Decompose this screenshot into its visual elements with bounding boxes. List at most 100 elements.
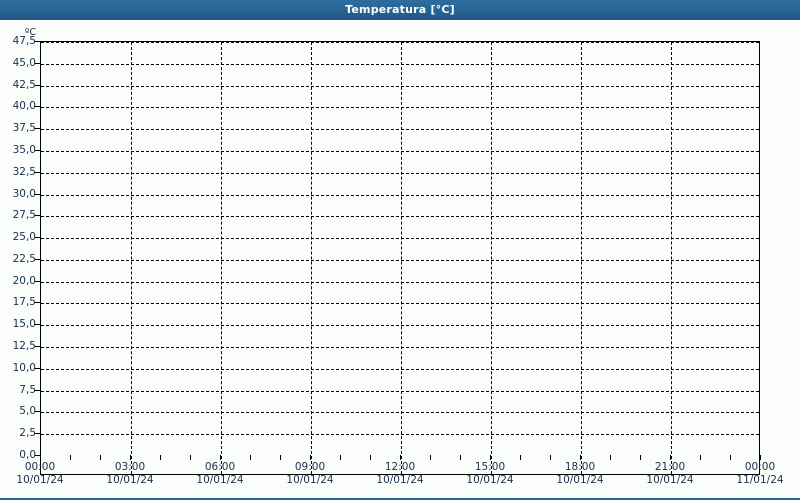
- y-axis-tick: [35, 84, 40, 86]
- horizontal-gridline: [41, 281, 759, 283]
- vertical-gridline: [401, 42, 402, 474]
- y-axis-tick: [35, 346, 40, 348]
- y-axis-tick-label: 37,5: [12, 122, 36, 135]
- x-axis-tick-label: 15:00 10/01/24: [445, 461, 535, 487]
- y-axis-tick-label: 10,0: [12, 361, 36, 374]
- y-axis-tick: [35, 280, 40, 282]
- y-axis-tick: [35, 237, 40, 239]
- x-axis-tick: [550, 455, 551, 460]
- x-axis-tick: [760, 455, 761, 460]
- horizontal-gridline: [41, 347, 759, 349]
- horizontal-gridline: [41, 42, 759, 43]
- y-axis-tick: [35, 149, 40, 151]
- horizontal-gridline: [41, 368, 759, 370]
- x-axis-tick-time: 03:00: [114, 461, 146, 473]
- y-axis-tick-label: 12,5: [12, 340, 36, 353]
- vertical-gridline: [671, 42, 672, 474]
- x-axis-tick: [640, 455, 641, 460]
- y-axis-tick-label: 45,0: [12, 56, 36, 69]
- y-axis-tick: [35, 411, 40, 413]
- y-axis-tick-label: 15,0: [12, 318, 36, 331]
- horizontal-gridline: [41, 390, 759, 392]
- x-axis-tick-label: 12:00 10/01/24: [355, 461, 445, 487]
- x-axis-tick: [280, 455, 281, 460]
- y-axis-tick: [35, 171, 40, 173]
- x-axis-tick-time: 06:00: [204, 461, 236, 473]
- vertical-gridline: [131, 42, 132, 474]
- x-axis-tick-date: 10/01/24: [466, 474, 514, 486]
- x-axis-tick: [250, 455, 251, 460]
- horizontal-gridline: [41, 194, 759, 196]
- y-axis-tick-label: 5,0: [19, 405, 36, 418]
- y-axis-tick-label: 22,5: [12, 252, 36, 265]
- y-axis-label-group: ºC 47,5 45,0 42,5 40,0 37,5 35,0 32,5 30,0 27,5 2…: [0, 20, 36, 498]
- x-axis-tick: [430, 455, 431, 460]
- x-axis-tick-date: 10/01/24: [196, 474, 244, 486]
- x-axis-tick: [580, 455, 581, 460]
- x-axis-tick-time: 00:00: [744, 461, 776, 473]
- horizontal-gridline: [41, 412, 759, 414]
- y-axis-tick: [35, 258, 40, 260]
- x-axis-tick-date: 10/01/24: [106, 474, 154, 486]
- x-axis-tick: [730, 455, 731, 460]
- x-axis-tick-date: 10/01/24: [556, 474, 604, 486]
- x-axis-tick-time: 09:00: [294, 461, 326, 473]
- x-axis-tick-date: 10/01/24: [16, 474, 64, 486]
- horizontal-gridline: [41, 434, 759, 436]
- horizontal-gridline: [41, 238, 759, 240]
- horizontal-gridline: [41, 303, 759, 305]
- horizontal-gridline: [41, 325, 759, 327]
- x-axis-tick: [520, 455, 521, 460]
- y-axis-tick-label: 30,0: [12, 187, 36, 200]
- x-axis-tick: [340, 455, 341, 460]
- y-axis-tick: [35, 128, 40, 130]
- x-axis-tick-date: 10/01/24: [286, 474, 334, 486]
- vertical-gridline: [581, 42, 582, 474]
- y-axis-tick-label: 25,0: [12, 231, 36, 244]
- y-axis-tick-label: 42,5: [12, 78, 36, 91]
- x-axis-tick-time: 12:00: [384, 461, 416, 473]
- x-axis-tick: [370, 455, 371, 460]
- vertical-gridline: [491, 42, 492, 474]
- chart-body: ºC 47,5 45,0 42,5 40,0 37,5 35,0 32,5 30,0 27,5 2…: [0, 20, 800, 498]
- y-axis-tick: [35, 193, 40, 195]
- chart-title-bar: Temperatura [°C]: [0, 0, 800, 20]
- x-axis-tick-label: 09:00 10/01/24: [265, 461, 355, 487]
- horizontal-gridline: [41, 107, 759, 109]
- x-axis-tick: [490, 455, 491, 460]
- horizontal-gridline: [41, 85, 759, 87]
- y-axis-tick: [35, 433, 40, 435]
- y-axis-tick-label: 27,5: [12, 209, 36, 222]
- y-axis-tick: [35, 455, 40, 456]
- y-axis-tick: [35, 215, 40, 217]
- x-axis-tick-time: 21:00: [654, 461, 686, 473]
- x-axis-tick: [310, 455, 311, 460]
- y-axis-tick: [35, 324, 40, 326]
- x-axis-tick: [70, 455, 71, 460]
- x-axis-tick: [700, 455, 701, 460]
- x-axis-tick-label: 00:00 10/01/24: [0, 461, 85, 487]
- page-title: Temperatura [°C]: [345, 3, 455, 16]
- vertical-gridline: [311, 42, 312, 474]
- plot-area: [40, 41, 760, 475]
- x-axis-tick-date: 10/01/24: [646, 474, 694, 486]
- y-axis-tick: [35, 389, 40, 391]
- y-axis-tick-label: 0,0: [19, 449, 36, 461]
- x-axis-tick: [40, 455, 41, 460]
- x-axis-tick: [460, 455, 461, 460]
- x-axis-tick-label: 00:00 11/01/24: [715, 461, 800, 487]
- x-axis-tick: [190, 455, 191, 460]
- x-axis-tick: [670, 455, 671, 460]
- horizontal-gridline: [41, 259, 759, 261]
- y-axis-tick-label: 35,0: [12, 143, 36, 156]
- x-axis-tick-label: 21:00 10/01/24: [625, 461, 715, 487]
- x-axis-tick-date: 11/01/24: [736, 474, 784, 486]
- y-axis-unit-label: ºC: [24, 27, 36, 38]
- x-axis-tick: [130, 455, 131, 460]
- y-axis-tick: [35, 62, 40, 64]
- x-axis-tick-time: 18:00: [564, 461, 596, 473]
- y-axis-tick-label: 47,5: [12, 35, 36, 47]
- x-axis-tick-date: 10/01/24: [376, 474, 424, 486]
- y-axis-tick-label: 40,0: [12, 100, 36, 113]
